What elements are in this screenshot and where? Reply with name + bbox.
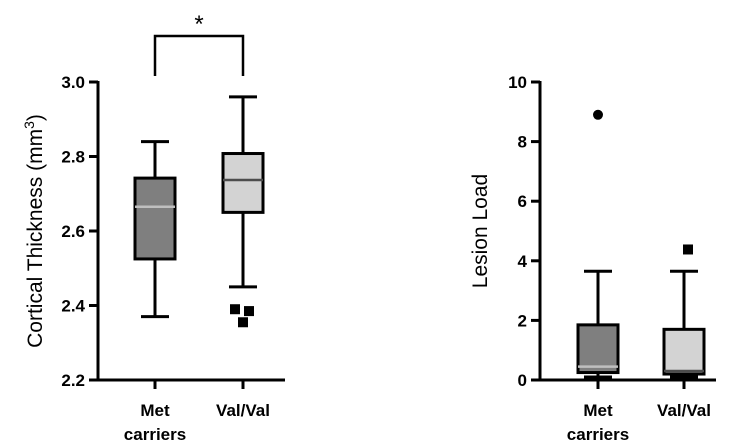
y-tick-label: 10 <box>508 73 527 92</box>
box-plot-0 <box>133 140 177 319</box>
y-tick-label: 6 <box>518 192 527 211</box>
outlier-point <box>593 109 603 120</box>
outlier-point <box>244 306 254 317</box>
y-axis-title: Cortical Thickness (mm3) <box>21 114 47 348</box>
box-plot-1 <box>662 244 706 379</box>
box-iqr <box>662 327 706 376</box>
y-tick-label: 2 <box>518 311 527 330</box>
box-plot-1 <box>221 95 265 328</box>
y-tick-label: 0 <box>518 371 527 390</box>
x-category-label-line2: carriers <box>567 425 629 444</box>
y-tick-label: 8 <box>518 133 527 152</box>
outlier-point <box>230 304 240 315</box>
box-iqr <box>221 152 265 214</box>
y-axis-title: Lesion Load <box>469 174 492 288</box>
x-category-label: Val/Val <box>216 401 270 420</box>
lesion-load-panel: 0 2 4 6 8 10 Met carriers Val/Val Lesion Load <box>469 73 716 444</box>
y-tick-label: 2.4 <box>61 297 85 316</box>
y-tick-label: 3.0 <box>61 73 85 92</box>
significance-bracket <box>153 34 245 76</box>
outlier-point <box>683 244 693 255</box>
y-tick-label: 2.2 <box>61 371 85 390</box>
x-category-label: Val/Val <box>657 401 711 420</box>
y-tick-label: 2.8 <box>61 148 85 167</box>
x-category-label: Met <box>583 401 613 420</box>
outlier-point <box>238 317 248 328</box>
x-category-label: Met <box>140 401 170 420</box>
box-iqr <box>576 323 620 375</box>
y-tick-label: 4 <box>518 252 528 271</box>
box-plot-0 <box>576 109 620 379</box>
significance-label: * <box>194 11 203 38</box>
y-tick-label: 2.6 <box>61 222 85 241</box>
cortical-thickness-panel: 2.2 2.4 2.6 2.8 3.0 Met carriers Val/Val Cortica… <box>21 11 285 444</box>
x-category-label-line2: carriers <box>124 425 186 444</box>
box-iqr <box>133 176 177 261</box>
